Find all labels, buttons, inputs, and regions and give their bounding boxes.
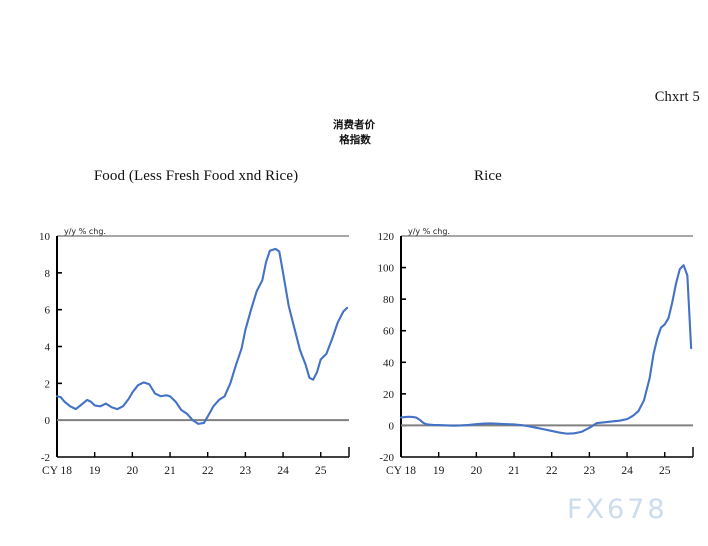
svg-text:120: 120 bbox=[378, 231, 395, 243]
svg-text:24: 24 bbox=[277, 465, 289, 477]
panel-food-plot: -2 0 2 4 6 8 10 CY 18 19 20 21 22 23 24 25 y/y % chg. bbox=[12, 190, 352, 490]
svg-text:8: 8 bbox=[45, 268, 51, 280]
svg-text:CY 18: CY 18 bbox=[42, 465, 72, 477]
svg-text:0: 0 bbox=[389, 420, 395, 432]
svg-text:4: 4 bbox=[45, 342, 51, 354]
rice-line-chart: -20 0 20 40 60 80 100 120 CY 18 19 20 21 22 23 24 25 y/y… bbox=[378, 227, 694, 477]
svg-text:23: 23 bbox=[584, 465, 596, 477]
panel-rice: Rice -20 0 20 40 60 80 100 120 CY 18 19 20 21 22 23 24… bbox=[356, 168, 700, 490]
cpi-heading-line-2: 格指数 bbox=[339, 134, 371, 146]
svg-text:22: 22 bbox=[546, 465, 558, 477]
svg-text:y/y % chg.: y/y % chg. bbox=[408, 227, 450, 236]
svg-text:23: 23 bbox=[240, 465, 252, 477]
svg-text:25: 25 bbox=[315, 465, 327, 477]
fx678-watermark: FX678 bbox=[567, 494, 668, 525]
svg-text:19: 19 bbox=[433, 465, 445, 477]
svg-text:40: 40 bbox=[383, 357, 395, 369]
panel-rice-title: Rice bbox=[474, 168, 502, 184]
svg-text:21: 21 bbox=[508, 465, 520, 477]
svg-text:-2: -2 bbox=[41, 452, 50, 464]
cpi-index-heading: 消费者价 格指数 bbox=[0, 118, 708, 148]
panel-food-title: Food (Less Fresh Food xnd Rice) bbox=[93, 168, 299, 184]
svg-text:20: 20 bbox=[127, 465, 139, 477]
svg-text:0: 0 bbox=[45, 415, 51, 427]
svg-text:21: 21 bbox=[164, 465, 176, 477]
svg-text:20: 20 bbox=[471, 465, 483, 477]
svg-text:CY 18: CY 18 bbox=[386, 465, 416, 477]
svg-text:25: 25 bbox=[659, 465, 671, 477]
cpi-heading-line-1: 消费者价 bbox=[333, 119, 375, 131]
svg-text:80: 80 bbox=[383, 294, 395, 306]
svg-text:-20: -20 bbox=[379, 452, 394, 464]
svg-text:10: 10 bbox=[39, 231, 51, 243]
svg-text:22: 22 bbox=[202, 465, 214, 477]
panel-rice-plot: -20 0 20 40 60 80 100 120 CY 18 19 20 21 22 23 24 25 y/y… bbox=[356, 190, 700, 490]
svg-text:6: 6 bbox=[45, 305, 51, 317]
svg-text:2: 2 bbox=[45, 378, 51, 390]
svg-text:24: 24 bbox=[621, 465, 633, 477]
svg-text:19: 19 bbox=[89, 465, 101, 477]
chart-number-label: Chxrt 5 bbox=[654, 89, 700, 105]
panel-food: Food (Less Fresh Food xnd Rice) -2 0 2 4 6 8 1… bbox=[12, 168, 352, 490]
svg-text:y/y % chg.: y/y % chg. bbox=[64, 227, 106, 236]
svg-text:60: 60 bbox=[383, 326, 395, 338]
svg-text:20: 20 bbox=[383, 389, 395, 401]
svg-text:100: 100 bbox=[378, 263, 395, 275]
